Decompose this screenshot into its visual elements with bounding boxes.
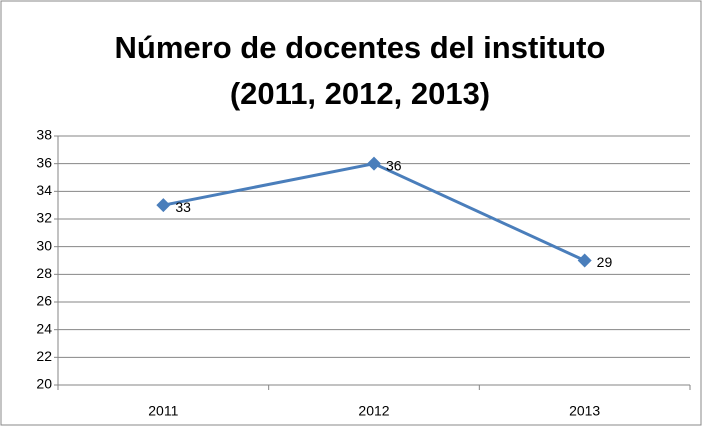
y-tick-label: 24 — [36, 320, 52, 336]
y-tick-label: 30 — [36, 237, 52, 253]
y-tick-label: 22 — [36, 348, 52, 364]
x-tick-label: 2011 — [148, 403, 178, 419]
y-tick-label: 36 — [36, 154, 52, 170]
marker — [156, 198, 171, 213]
data-label: 29 — [597, 254, 613, 270]
y-tick-label: 20 — [36, 376, 52, 392]
y-tick-label: 34 — [36, 182, 52, 198]
data-label: 33 — [175, 199, 191, 215]
chart-title: (2011, 2012, 2013) — [230, 76, 490, 111]
y-tick-label: 32 — [36, 210, 52, 226]
y-tick-label: 26 — [36, 293, 52, 309]
chart-title: Número de docentes del instituto — [115, 30, 606, 65]
y-tick-label: 28 — [36, 265, 52, 281]
marker — [367, 156, 381, 171]
data-label: 36 — [386, 157, 402, 173]
marker — [577, 253, 592, 268]
y-tick-label: 38 — [36, 127, 52, 143]
x-tick-label: 2012 — [358, 403, 389, 419]
x-tick-label: 2013 — [569, 403, 600, 419]
